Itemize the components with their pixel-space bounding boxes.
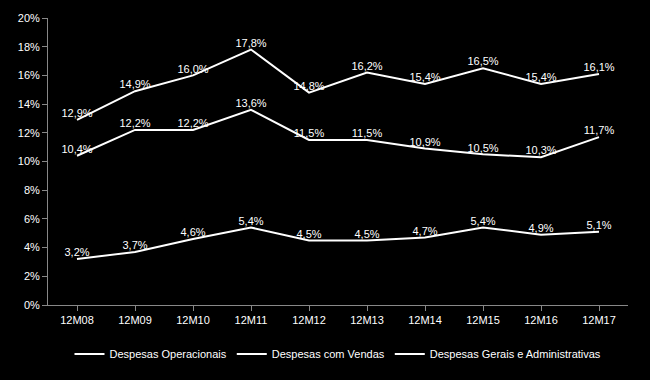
svg-text:12M15: 12M15 xyxy=(466,314,500,326)
svg-text:12M17: 12M17 xyxy=(582,314,616,326)
svg-text:12M09: 12M09 xyxy=(118,314,152,326)
svg-text:11,7%: 11,7% xyxy=(584,124,615,136)
svg-text:11,5%: 11,5% xyxy=(294,127,325,139)
svg-text:12,2%: 12,2% xyxy=(119,117,150,129)
svg-text:0%: 0% xyxy=(24,299,40,311)
svg-text:12M14: 12M14 xyxy=(408,314,442,326)
svg-text:16,5%: 16,5% xyxy=(467,55,498,67)
svg-text:12,2%: 12,2% xyxy=(177,117,208,129)
svg-text:14,9%: 14,9% xyxy=(119,78,150,90)
svg-text:4,9%: 4,9% xyxy=(528,222,553,234)
svg-text:4,6%: 4,6% xyxy=(180,226,205,238)
svg-text:10,5%: 10,5% xyxy=(467,142,498,154)
svg-text:5,4%: 5,4% xyxy=(470,215,495,227)
svg-text:2%: 2% xyxy=(24,270,40,282)
svg-text:12%: 12% xyxy=(18,127,40,139)
svg-text:15,4%: 15,4% xyxy=(525,71,556,83)
svg-text:12M13: 12M13 xyxy=(350,314,384,326)
svg-text:Despesas Operacionais: Despesas Operacionais xyxy=(110,348,227,360)
svg-text:12M16: 12M16 xyxy=(524,314,558,326)
svg-text:16,0%: 16,0% xyxy=(177,63,208,75)
svg-text:4,5%: 4,5% xyxy=(354,228,379,240)
svg-text:10%: 10% xyxy=(18,155,40,167)
svg-text:11,5%: 11,5% xyxy=(352,127,383,139)
svg-text:20%: 20% xyxy=(18,12,40,24)
svg-text:Despesas com Vendas: Despesas com Vendas xyxy=(272,348,385,360)
svg-text:15,4%: 15,4% xyxy=(409,71,440,83)
svg-text:16%: 16% xyxy=(18,69,40,81)
svg-text:3,2%: 3,2% xyxy=(64,246,89,258)
svg-text:Despesas Gerais e Administrati: Despesas Gerais e Administrativas xyxy=(430,348,601,360)
svg-text:10,3%: 10,3% xyxy=(525,144,556,156)
svg-text:4%: 4% xyxy=(24,241,40,253)
svg-text:12M08: 12M08 xyxy=(60,314,94,326)
svg-text:18%: 18% xyxy=(18,41,40,53)
svg-text:12,9%: 12,9% xyxy=(61,107,92,119)
svg-text:8%: 8% xyxy=(24,184,40,196)
svg-text:13,6%: 13,6% xyxy=(235,97,266,109)
svg-text:12M10: 12M10 xyxy=(176,314,210,326)
svg-text:16,1%: 16,1% xyxy=(583,61,614,73)
svg-text:10,9%: 10,9% xyxy=(409,136,440,148)
svg-text:5,1%: 5,1% xyxy=(586,219,611,231)
svg-text:14%: 14% xyxy=(18,98,40,110)
svg-text:4,7%: 4,7% xyxy=(412,225,437,237)
svg-text:12M11: 12M11 xyxy=(235,314,268,326)
svg-text:12M12: 12M12 xyxy=(292,314,326,326)
svg-text:4,5%: 4,5% xyxy=(296,228,321,240)
svg-text:14,8%: 14,8% xyxy=(293,80,324,92)
svg-text:3,7%: 3,7% xyxy=(122,239,147,251)
svg-text:5,4%: 5,4% xyxy=(238,215,263,227)
svg-text:16,2%: 16,2% xyxy=(351,60,382,72)
svg-text:17,8%: 17,8% xyxy=(235,37,266,49)
svg-text:10,4%: 10,4% xyxy=(61,143,92,155)
svg-text:6%: 6% xyxy=(24,213,40,225)
